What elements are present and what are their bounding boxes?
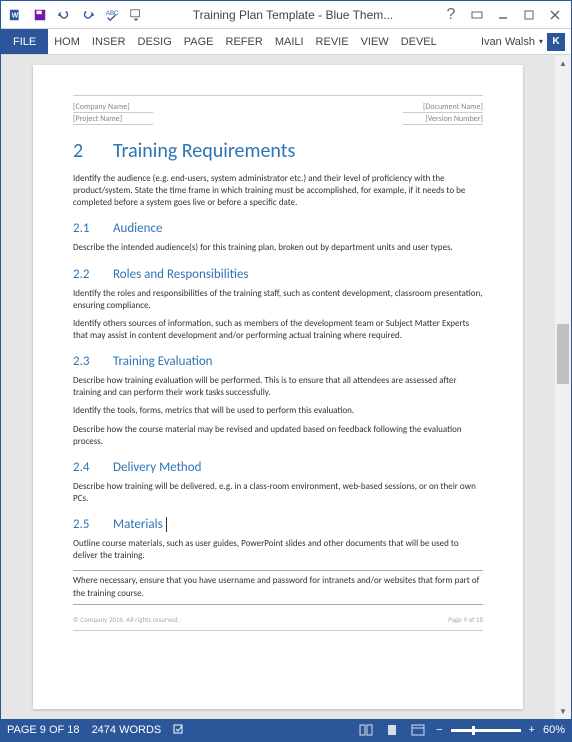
close-icon[interactable] [543, 5, 567, 25]
tab-references[interactable]: REFER [220, 29, 269, 54]
zoom-in-icon[interactable]: + [527, 724, 537, 736]
heading-2-evaluation: 2.3Training Evaluation [73, 354, 483, 369]
undo-icon[interactable] [53, 4, 75, 26]
heading-2-audience: 2.1Audience [73, 221, 483, 236]
qat-customize-icon[interactable] [125, 4, 147, 26]
maximize-icon[interactable] [517, 5, 541, 25]
page-indicator[interactable]: PAGE 9 OF 18 [7, 724, 80, 736]
svg-text:ABC: ABC [106, 10, 119, 17]
window-controls: ? [439, 5, 567, 25]
window-title: Training Plan Template - Blue Them... [147, 8, 439, 22]
tab-page-layout[interactable]: PAGE [178, 29, 220, 54]
tab-view[interactable]: VIEW [355, 29, 395, 54]
print-layout-icon[interactable] [382, 722, 402, 738]
body-text: Describe the intended audience(s) for th… [73, 242, 483, 254]
spellcheck-status-icon[interactable] [173, 723, 185, 738]
document-area: [Company Name][Document Name] [Project N… [1, 55, 571, 719]
spellcheck-icon[interactable]: ABC [101, 4, 123, 26]
quick-access-toolbar: W ABC [5, 4, 147, 26]
scroll-down-icon[interactable]: ▼ [555, 703, 571, 719]
heading-2-materials: 2.5Materials [73, 517, 483, 532]
body-text: Identify others sources of information, … [73, 318, 483, 342]
body-text: Identify the roles and responsibilities … [73, 288, 483, 312]
file-tab[interactable]: FILE [1, 29, 48, 54]
body-text: Describe how training will be delivered,… [73, 481, 483, 505]
help-icon[interactable]: ? [439, 5, 463, 25]
page-header-row2: [Project Name][Version Number] [73, 114, 483, 125]
ribbon-display-icon[interactable] [465, 5, 489, 25]
tab-review[interactable]: REVIE [310, 29, 355, 54]
body-text: Describe how training evaluation will be… [73, 375, 483, 399]
body-text: Outline course materials, such as user g… [73, 538, 483, 562]
read-mode-icon[interactable] [356, 722, 376, 738]
zoom-slider[interactable] [451, 729, 521, 732]
zoom-handle[interactable] [472, 726, 475, 735]
title-bar: W ABC Training Plan Template - Blue Them… [1, 1, 571, 29]
body-text: Identify the tools, forms, metrics that … [73, 405, 483, 417]
text-cursor [163, 517, 167, 532]
document-page[interactable]: [Company Name][Document Name] [Project N… [33, 65, 523, 709]
page-scroll[interactable]: [Company Name][Document Name] [Project N… [1, 55, 555, 719]
user-account[interactable]: Ivan Walsh ▾ K [475, 29, 571, 54]
tab-developer[interactable]: DEVEL [395, 29, 443, 54]
status-bar: PAGE 9 OF 18 2474 WORDS − + 60% [1, 719, 571, 741]
heading-2-roles: 2.2Roles and Responsibilities [73, 267, 483, 282]
save-icon[interactable] [29, 4, 51, 26]
word-count[interactable]: 2474 WORDS [92, 724, 162, 736]
redo-icon[interactable] [77, 4, 99, 26]
svg-text:W: W [12, 12, 19, 19]
heading-2-delivery: 2.4Delivery Method [73, 460, 483, 475]
page-header-row1: [Company Name][Document Name] [73, 102, 483, 113]
user-badge: K [547, 33, 565, 51]
tab-home[interactable]: HOM [48, 29, 86, 54]
zoom-out-icon[interactable]: − [434, 724, 444, 736]
web-layout-icon[interactable] [408, 722, 428, 738]
tab-mailings[interactable]: MAILI [269, 29, 310, 54]
scroll-thumb[interactable] [557, 324, 569, 384]
tab-insert[interactable]: INSER [86, 29, 132, 54]
user-name: Ivan Walsh [481, 36, 535, 48]
heading-1: 2Training Requirements [73, 139, 483, 163]
page-footer: © Company 2016. All rights reserved.Page… [73, 615, 483, 624]
word-icon[interactable]: W [5, 4, 27, 26]
zoom-level[interactable]: 60% [543, 724, 565, 736]
minimize-icon[interactable] [491, 5, 515, 25]
body-text: Identify the audience (e.g. end-users, s… [73, 173, 483, 209]
scroll-track[interactable] [555, 71, 571, 703]
ribbon-tabs: FILE HOM INSER DESIG PAGE REFER MAILI RE… [1, 29, 571, 55]
vertical-scrollbar[interactable]: ▲ ▼ [555, 55, 571, 719]
tab-design[interactable]: DESIG [132, 29, 178, 54]
body-text: Describe how the course material may be … [73, 424, 483, 448]
note-box: Where necessary, ensure that you have us… [73, 570, 483, 604]
scroll-up-icon[interactable]: ▲ [555, 55, 571, 71]
